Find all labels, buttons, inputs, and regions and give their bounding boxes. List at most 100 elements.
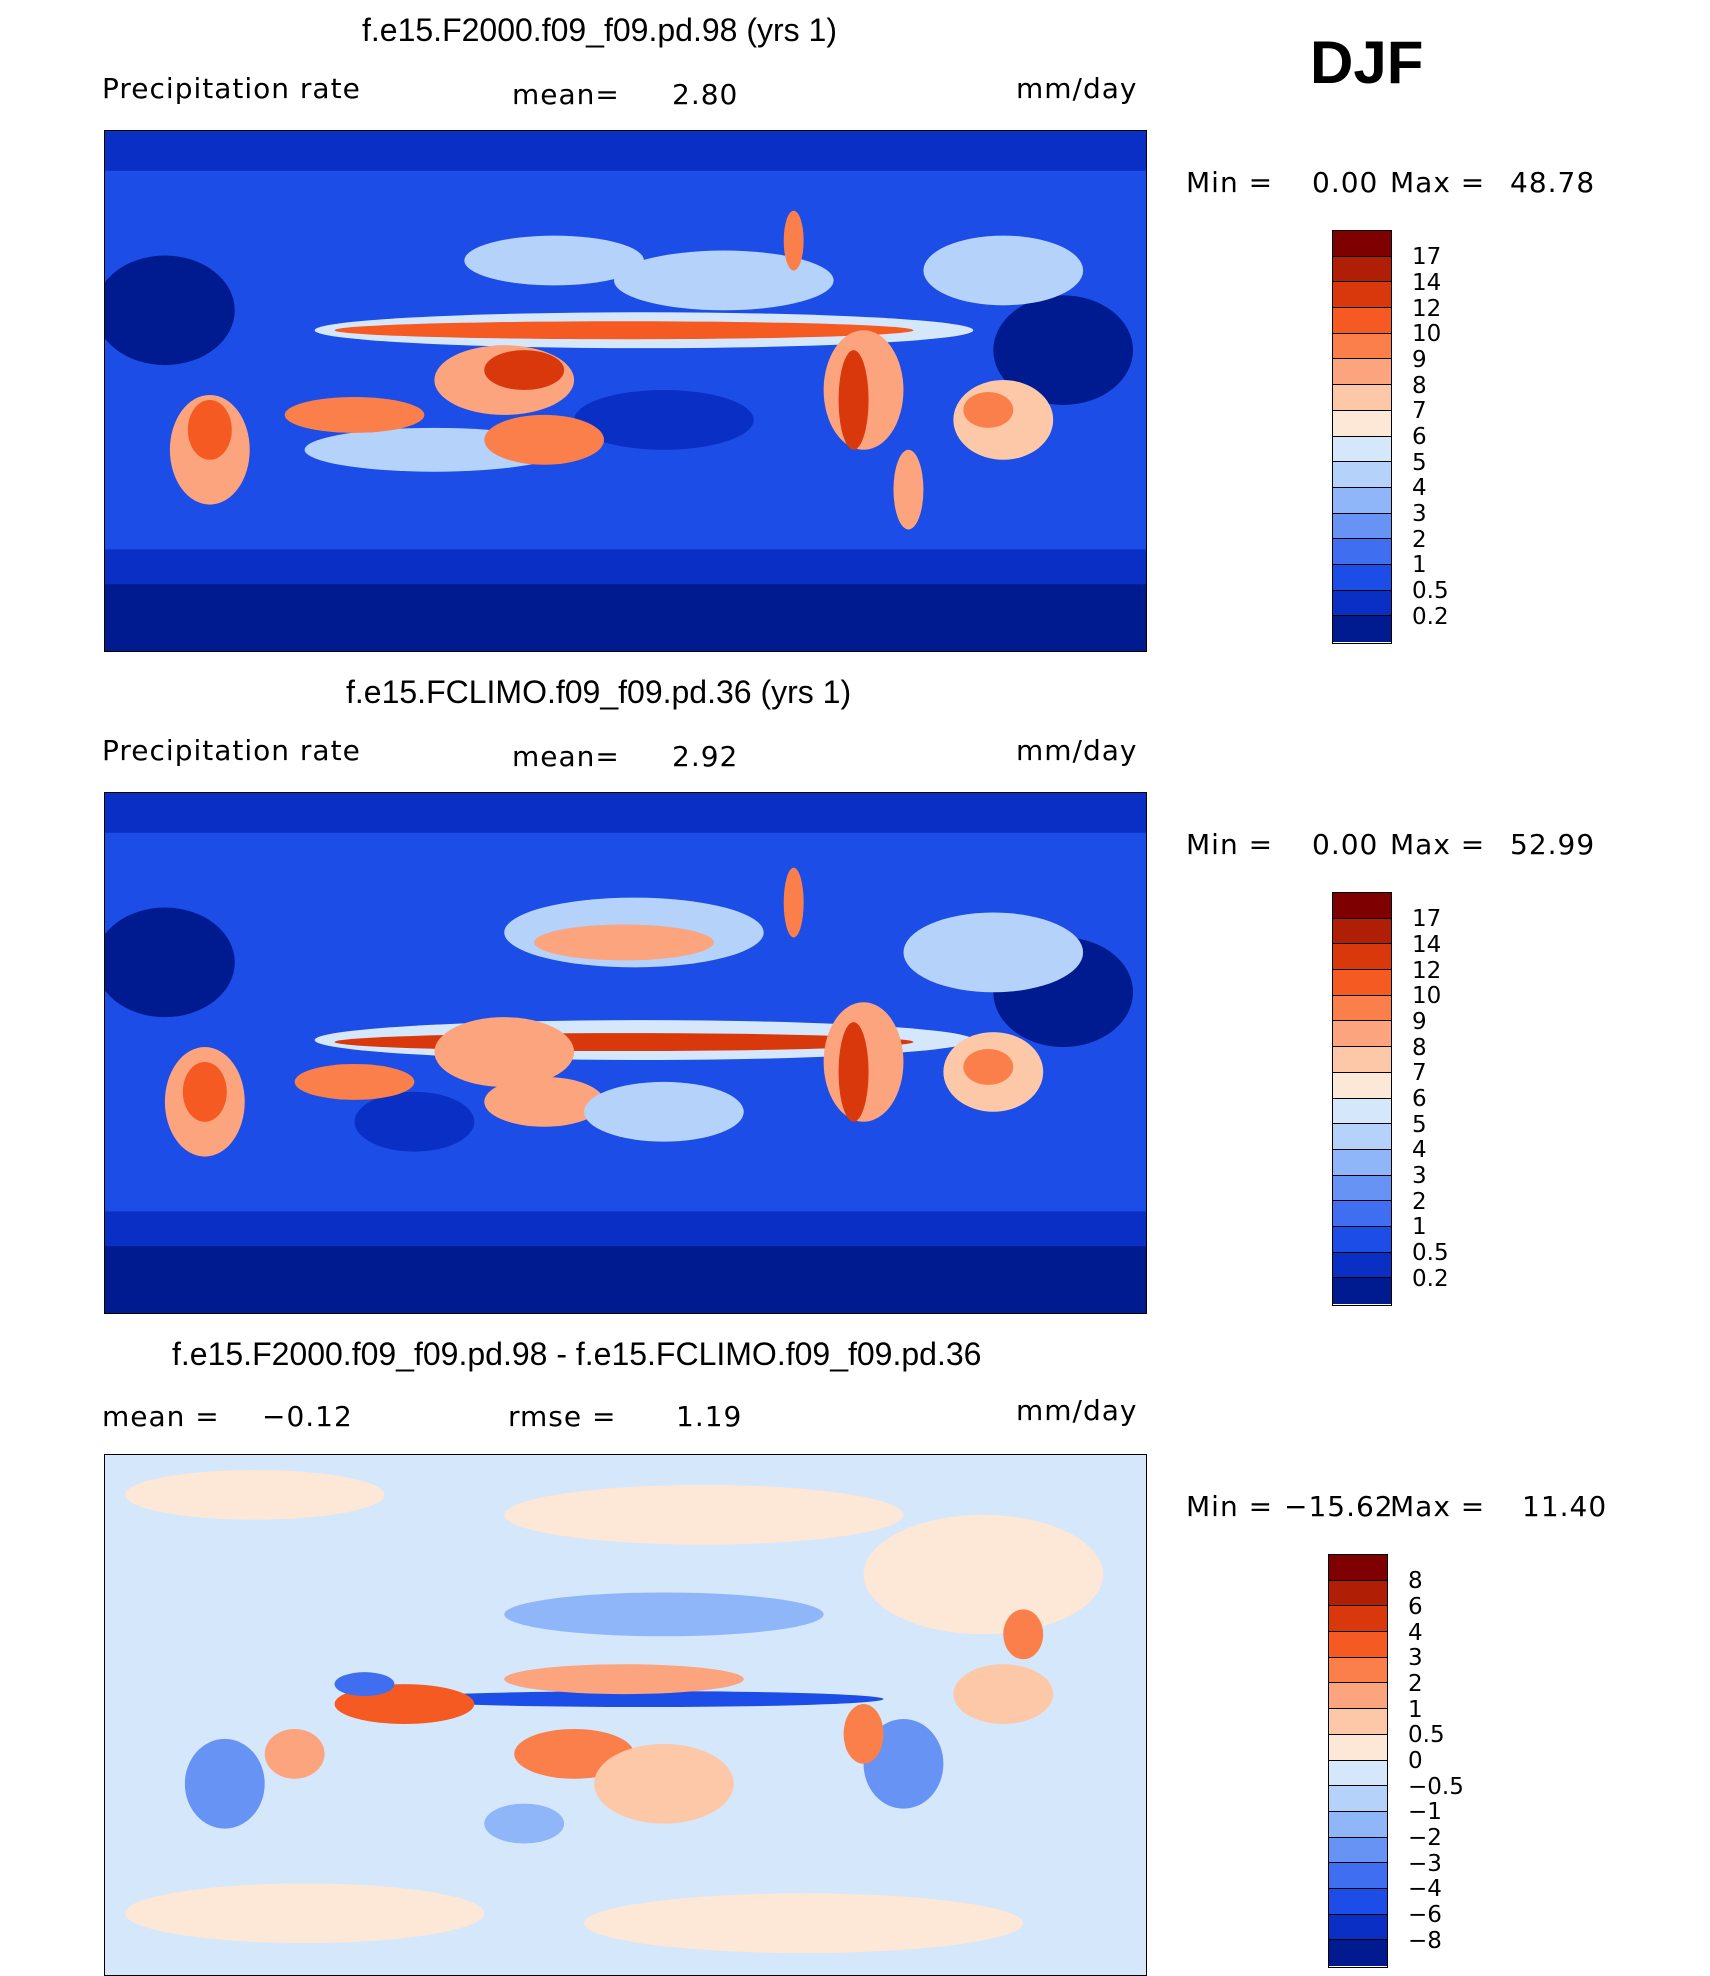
colorbar-tick-label: 1 <box>1408 1696 1423 1723</box>
colorbar-swatch <box>1329 1914 1387 1941</box>
panel-2-min-value: 0.00 <box>1312 828 1379 861</box>
colorbar-tick-label: 8 <box>1408 1568 1423 1595</box>
colorbar-swatch <box>1329 1580 1387 1607</box>
colorbar-tick-label: 5 <box>1412 1111 1427 1138</box>
panel-3-min-label: Min = <box>1186 1490 1274 1523</box>
panel-3-max-label: Max = <box>1390 1490 1486 1523</box>
panel-3-title: f.e15.F2000.f09_f09.pd.98 - f.e15.FCLIMO… <box>172 1336 982 1372</box>
colorbar-tick-label: 9 <box>1412 1008 1427 1035</box>
panel-2-min-label: Min = <box>1186 828 1274 861</box>
colorbar-swatch <box>1329 1837 1387 1864</box>
colorbar-tick-label: 10 <box>1412 983 1442 1010</box>
colorbar-tick-label: 4 <box>1412 475 1427 502</box>
colorbar-tick-label: 0.2 <box>1412 603 1449 630</box>
colorbar-tick-label: 7 <box>1412 1060 1427 1087</box>
panel-2-variable-label: Precipitation rate <box>102 734 361 767</box>
colorbar-tick-label: 9 <box>1412 346 1427 373</box>
colorbar-tick-label: 3 <box>1408 1645 1423 1672</box>
colorbar-swatch <box>1333 539 1391 565</box>
panel-1-units: mm/day <box>1016 72 1138 105</box>
season-label: DJF <box>1310 29 1424 96</box>
colorbar-swatch <box>1333 462 1391 488</box>
panel-1-min-label: Min = <box>1186 166 1274 199</box>
colorbar-tick-label: −1 <box>1408 1799 1442 1826</box>
panel-1-variable-label: Precipitation rate <box>102 72 361 105</box>
colorbar-swatch <box>1333 1072 1391 1099</box>
panel-2-colorbar <box>1332 892 1392 1306</box>
colorbar-swatch <box>1329 1940 1387 1966</box>
colorbar-swatch <box>1333 256 1391 283</box>
colorbar-tick-label: 4 <box>1412 1137 1427 1164</box>
colorbar-swatch <box>1333 1149 1391 1176</box>
panel-1-max-value: 48.78 <box>1510 166 1596 199</box>
colorbar-tick-label: 3 <box>1412 501 1427 528</box>
colorbar-swatch <box>1333 893 1391 919</box>
colorbar-swatch <box>1333 385 1391 411</box>
panel-2-units: mm/day <box>1016 734 1138 767</box>
colorbar-swatch <box>1333 359 1391 386</box>
panel-2-mean-label: mean= <box>512 740 620 773</box>
colorbar-swatch <box>1333 995 1391 1022</box>
panel-1-precip-map <box>104 130 1147 652</box>
colorbar-swatch <box>1333 1021 1391 1048</box>
panel-1-mean-value: 2.80 <box>672 78 739 111</box>
colorbar-tick-label: 7 <box>1412 398 1427 425</box>
colorbar-tick-label: 0.2 <box>1412 1265 1449 1292</box>
colorbar-tick-label: 6 <box>1412 1086 1427 1112</box>
colorbar-tick-label: 12 <box>1412 295 1442 322</box>
colorbar-swatch <box>1329 1683 1387 1710</box>
colorbar-tick-label: −3 <box>1408 1850 1442 1877</box>
colorbar-tick-label: −2 <box>1408 1825 1442 1852</box>
panel-1-title: f.e15.F2000.f09_f09.pd.98 (yrs 1) <box>362 12 837 48</box>
panel-3-min-value: −15.62 <box>1284 1490 1394 1523</box>
colorbar-tick-label: 0 <box>1408 1748 1423 1774</box>
colorbar-tick-label: 14 <box>1412 269 1442 296</box>
panel-2-max-value: 52.99 <box>1510 828 1596 861</box>
panel-1-colorbar <box>1332 230 1392 644</box>
colorbar-tick-label: 0.5 <box>1408 1722 1445 1749</box>
colorbar-swatch <box>1333 487 1391 514</box>
colorbar-swatch <box>1329 1734 1387 1761</box>
colorbar-swatch <box>1333 918 1391 945</box>
panel-3-colorbar <box>1328 1554 1388 1968</box>
colorbar-swatch <box>1329 1606 1387 1633</box>
colorbar-tick-label: 17 <box>1412 244 1442 271</box>
panel-3-difference-map <box>104 1454 1147 1976</box>
colorbar-swatch <box>1333 1278 1391 1304</box>
panel-1-max-label: Max = <box>1390 166 1486 199</box>
colorbar-swatch <box>1333 308 1391 334</box>
colorbar-swatch <box>1333 1226 1391 1253</box>
colorbar-swatch <box>1333 970 1391 996</box>
colorbar-tick-label: 6 <box>1412 424 1427 450</box>
colorbar-swatch <box>1333 1124 1391 1150</box>
colorbar-swatch <box>1333 333 1391 360</box>
colorbar-swatch <box>1333 436 1391 463</box>
colorbar-tick-label: 0.5 <box>1412 1240 1449 1267</box>
panel-2-max-label: Max = <box>1390 828 1486 861</box>
panel-2-title: f.e15.FCLIMO.f09_f09.pd.36 (yrs 1) <box>346 674 852 710</box>
colorbar-swatch <box>1329 1657 1387 1684</box>
colorbar-swatch <box>1333 282 1391 309</box>
colorbar-swatch <box>1329 1811 1387 1838</box>
panel-1-min-value: 0.00 <box>1312 166 1379 199</box>
panel-3-mean-label: mean = <box>102 1400 220 1433</box>
colorbar-tick-label: 14 <box>1412 931 1442 958</box>
colorbar-tick-label: −0.5 <box>1408 1773 1464 1800</box>
colorbar-swatch <box>1333 1175 1391 1202</box>
panel-3-rmse-value: 1.19 <box>676 1400 743 1433</box>
colorbar-tick-label: −6 <box>1408 1902 1442 1929</box>
colorbar-swatch <box>1333 1252 1391 1279</box>
panel-3-units: mm/day <box>1016 1394 1138 1427</box>
colorbar-tick-label: 2 <box>1412 1188 1427 1215</box>
colorbar-swatch <box>1329 1709 1387 1735</box>
colorbar-tick-label: 2 <box>1412 526 1427 553</box>
colorbar-swatch <box>1333 616 1391 642</box>
colorbar-tick-label: 17 <box>1412 906 1442 933</box>
colorbar-tick-label: 2 <box>1408 1670 1423 1697</box>
panel-3-map-field <box>105 1455 1146 1975</box>
colorbar-tick-label: 5 <box>1412 449 1427 476</box>
colorbar-swatch <box>1333 944 1391 971</box>
colorbar-tick-label: 4 <box>1408 1619 1423 1646</box>
colorbar-tick-label: 8 <box>1412 372 1427 399</box>
panel-2-mean-value: 2.92 <box>672 740 739 773</box>
